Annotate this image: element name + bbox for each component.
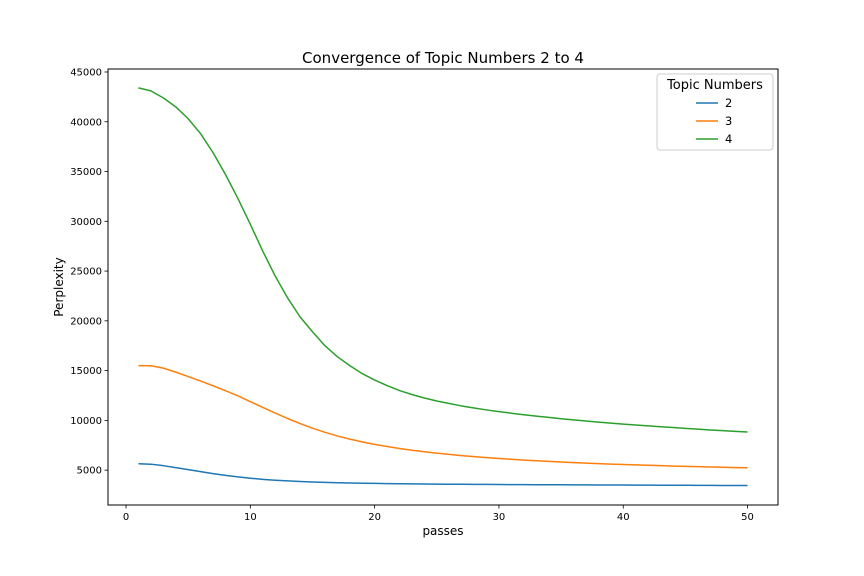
- y-tick-label: 40000: [70, 117, 102, 128]
- series-line-3: [138, 364, 748, 469]
- y-tick-label: 5000: [77, 466, 102, 477]
- y-tick-label: 45000: [70, 67, 102, 78]
- legend-box: [656, 73, 774, 151]
- x-tick-label: 30: [493, 512, 506, 523]
- y-tick-label: 10000: [70, 416, 102, 427]
- y-tick-label: 35000: [70, 167, 102, 178]
- chart-title: Convergence of Topic Numbers 2 to 4: [302, 49, 584, 67]
- x-tick-label: 10: [244, 512, 257, 523]
- legend-label-3: 3: [725, 114, 732, 128]
- x-tick-label: 50: [741, 512, 754, 523]
- legend-title: Topic Numbers: [666, 78, 763, 93]
- y-axis-ticks: 5000 10000 15000 20000 25000 30000 35000 40000 4…: [70, 67, 108, 477]
- x-axis-ticks: 0 10 20 30 40 50: [123, 505, 754, 523]
- legend-entries: 2 3 4: [696, 96, 732, 146]
- y-tick-label: 15000: [70, 366, 102, 377]
- x-axis-label: passes: [422, 524, 463, 538]
- x-tick-label: 0: [123, 512, 129, 523]
- y-tick-label: 20000: [70, 316, 102, 327]
- y-tick-label: 25000: [70, 267, 102, 278]
- legend-label-2: 2: [725, 96, 732, 110]
- y-tick-label: 30000: [70, 217, 102, 228]
- series-layer: [138, 87, 748, 487]
- y-axis-label: Perplexity: [52, 257, 66, 317]
- legend: Topic Numbers 2 3 4: [656, 73, 774, 151]
- x-tick-label: 20: [368, 512, 381, 523]
- plot-frame: [107, 68, 779, 506]
- series-line-2: [138, 462, 748, 487]
- series-line-4: [138, 87, 748, 433]
- x-tick-label: 40: [617, 512, 630, 523]
- legend-label-4: 4: [725, 132, 732, 146]
